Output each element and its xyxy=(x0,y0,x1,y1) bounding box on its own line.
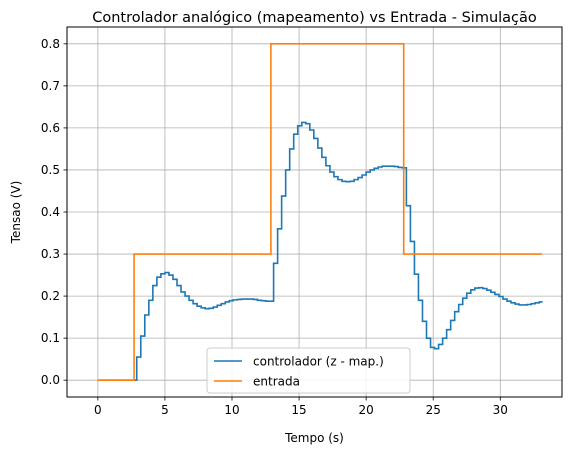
legend-label-controlador: controlador (z - map.) xyxy=(253,355,384,369)
series-line-entrada xyxy=(97,43,542,381)
y-tick-label: 0.3 xyxy=(41,247,60,261)
x-axis-label: Tempo (s) xyxy=(284,431,344,445)
legend-frame xyxy=(206,347,411,394)
x-tick-label: 10 xyxy=(224,403,239,417)
y-axis-label: Tensao (V) xyxy=(9,181,23,245)
tick-layer: 0 5 10 15 20 25 30 0.0 0.1 0.2 0.3 0.4 0.5 0.6 0.7 0.8 xyxy=(41,37,508,417)
y-tick-label: 0.5 xyxy=(41,163,60,177)
legend-label-entrada: entrada xyxy=(253,375,300,389)
y-tick-label: 0.8 xyxy=(41,37,60,51)
x-tick-label: 15 xyxy=(291,403,306,417)
x-tick-label: 5 xyxy=(161,403,169,417)
y-tick-label: 0.6 xyxy=(41,121,60,135)
y-tick-label: 0.1 xyxy=(41,331,60,345)
x-tick-label: 30 xyxy=(493,403,508,417)
x-tick-label: 25 xyxy=(426,403,441,417)
y-tick-label: 0.4 xyxy=(41,205,60,219)
series-layer xyxy=(97,43,543,381)
x-tick-label: 20 xyxy=(359,403,374,417)
y-tick-label: 0.7 xyxy=(41,79,60,93)
y-tick-label: 0.0 xyxy=(41,373,60,387)
chart-title: Controlador analógico (mapeamento) vs En… xyxy=(92,10,537,26)
series-line-controlador xyxy=(97,121,543,381)
legend: controlador (z - map.) entrada xyxy=(206,347,411,394)
x-tick-label: 0 xyxy=(94,403,102,417)
y-tick-label: 0.2 xyxy=(41,289,60,303)
